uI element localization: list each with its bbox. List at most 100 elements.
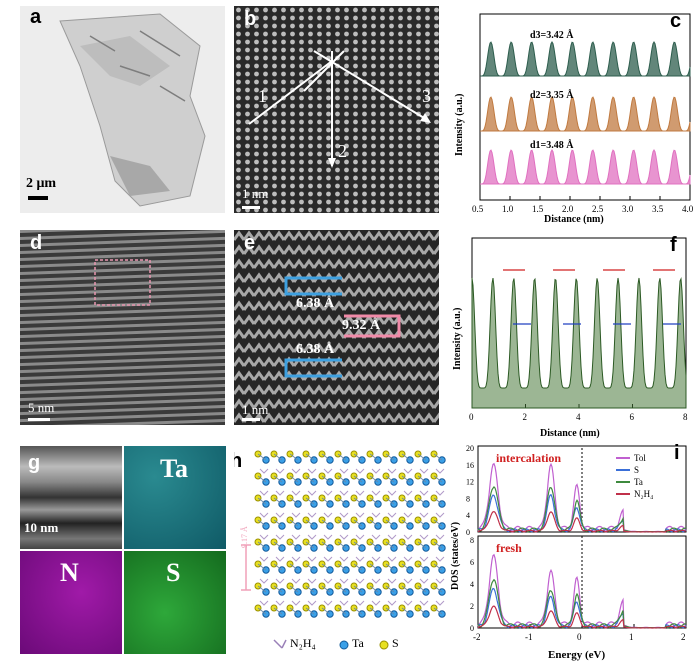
ta-s-bond: [337, 607, 347, 615]
ta-s-bond: [353, 585, 363, 593]
ta-s-bond: [321, 453, 331, 461]
ta-s-bond: [321, 519, 331, 527]
ta-s-bond: [257, 585, 267, 593]
n2h4-molecule: [355, 468, 365, 474]
panel-a: a 2 μm: [20, 6, 225, 213]
panel-i-label: i: [674, 442, 680, 464]
ta-s-bond: [401, 607, 411, 615]
ta-s-bond: [257, 475, 267, 483]
panel-f-xlabel: Distance (nm): [540, 428, 600, 439]
ta-s-bond: [401, 585, 411, 593]
ta-s-bond: [273, 519, 283, 527]
panel-h-spacing: 9.17 Å: [240, 526, 249, 548]
ta-s-bond: [417, 519, 427, 527]
ta-s-bond: [369, 453, 379, 461]
n2h4-molecule: [419, 512, 429, 518]
ta-s-bond: [385, 585, 395, 593]
n2h4-molecule: [355, 490, 365, 496]
ta-s-bond: [417, 607, 427, 615]
n2h4-molecule: [307, 468, 317, 474]
ta-s-bond: [353, 607, 363, 615]
ta-s-bond: [321, 607, 331, 615]
ta-s-bond: [369, 607, 379, 615]
legend-s-label: S: [392, 636, 399, 650]
n2h4-molecule: [339, 578, 349, 584]
n2h4-molecule: [339, 468, 349, 474]
ta-s-bond: [305, 475, 315, 483]
ta-s-bond: [433, 585, 443, 593]
panel-i-legend-label: N₂H₄: [634, 489, 653, 499]
ta-s-bond: [353, 563, 363, 571]
n2h4-molecule: [435, 578, 445, 584]
panel-d-label: d: [30, 232, 43, 254]
ta-s-bond: [433, 497, 443, 505]
ta-s-bond: [385, 541, 395, 549]
ta-s-bond: [273, 541, 283, 549]
n2h4-molecule: [323, 468, 333, 474]
ta-s-bond: [353, 475, 363, 483]
panel-i-legend-label: Ta: [634, 477, 643, 487]
ta-s-bond: [289, 585, 299, 593]
panel-i-top-ytick-label: 12: [466, 478, 474, 487]
ta-s-bond: [417, 563, 427, 571]
ta-s-bond: [337, 563, 347, 571]
panel-e: e 6.38 Å 9.32 Å 6.38 Å 1 nm: [234, 230, 439, 425]
panel-c-annot-d3: d3=3.42 Å: [530, 29, 574, 41]
n2h4-molecule: [435, 512, 445, 518]
n2h4-molecule: [435, 556, 445, 562]
n2h4-molecule: [339, 600, 349, 606]
n2h4-molecule: [419, 490, 429, 496]
panel-f-xtick-label: 2: [523, 412, 528, 422]
n2h4-molecule: [355, 512, 365, 518]
panel-c-chart: Intensity (a.u.) Distance (nm) 0.5 1.0 1.5…: [454, 13, 694, 225]
n2h4-molecule: [275, 512, 285, 518]
panel-c-annot-d2: d2=3.35 Å: [530, 89, 574, 101]
ta-s-bond: [321, 497, 331, 505]
panel-f-xtick-label: 4: [576, 412, 581, 422]
ta-s-bond: [321, 563, 331, 571]
panel-g-map-s: [124, 551, 226, 654]
n2h4-molecule: [291, 578, 301, 584]
n2h4-molecule: [371, 468, 381, 474]
n2h4-molecule: [323, 600, 333, 606]
n2h4-molecule: [291, 534, 301, 540]
ta-s-bond: [433, 541, 443, 549]
panel-i-top-ytick-label: 16: [466, 461, 474, 470]
panel-g-scale: 10 nm: [24, 520, 59, 535]
n2h4-molecule: [339, 556, 349, 562]
n2h4-molecule: [387, 490, 397, 496]
n2h4-molecule: [307, 600, 317, 606]
n2h4-molecule: [371, 534, 381, 540]
panel-c-xtick-label: 1.0: [502, 204, 514, 214]
ta-s-bond: [273, 497, 283, 505]
ta-s-bond: [321, 541, 331, 549]
ta-s-bond: [369, 563, 379, 571]
n2h4-molecule: [403, 556, 413, 562]
n2h4-molecule: [419, 578, 429, 584]
ta-s-bond: [289, 607, 299, 615]
panel-i-bottom-ytick-label: 2: [470, 602, 474, 611]
ta-s-bond: [385, 453, 395, 461]
panel-b-dir3: 3: [422, 86, 431, 106]
ta-s-bond: [401, 475, 411, 483]
ta-s-bond: [257, 563, 267, 571]
ta-s-bond: [257, 497, 267, 505]
panel-i-top-ytick-label: 4: [466, 511, 470, 520]
ta-s-bond: [305, 519, 315, 527]
n2h4-molecule: [387, 468, 397, 474]
n2h4-molecule: [371, 490, 381, 496]
ta-s-bond: [273, 607, 283, 615]
ta-s-bond: [401, 497, 411, 505]
ta-s-bond: [289, 541, 299, 549]
n2h4-molecule: [403, 534, 413, 540]
n2h4-molecule: [291, 490, 301, 496]
ta-s-bond: [257, 453, 267, 461]
panel-d-scale: 5 nm: [28, 400, 55, 415]
n2h4-molecule: [371, 512, 381, 518]
ta-s-bond: [257, 607, 267, 615]
panel-a-image: [20, 6, 225, 213]
n2h4-molecule: [419, 600, 429, 606]
panel-f: Intensity (a.u.) Distance (nm) 0 2 4 6 8 f: [448, 230, 698, 440]
n2h4-molecule: [275, 556, 285, 562]
